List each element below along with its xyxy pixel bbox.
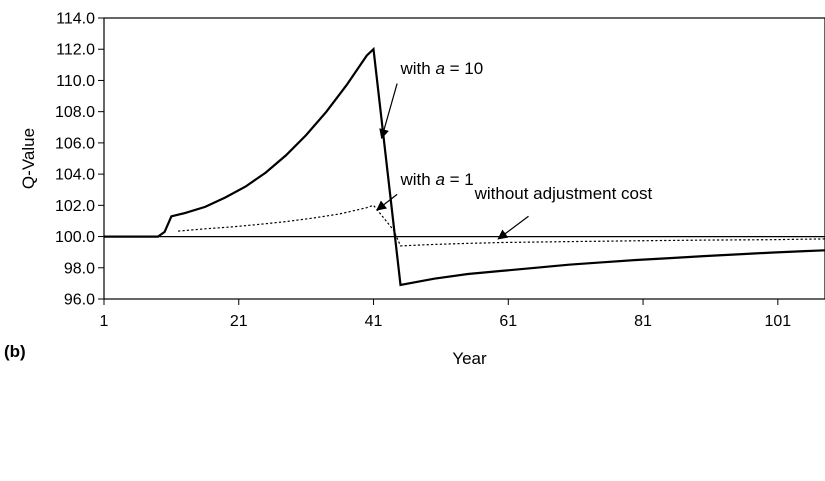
series-layer	[104, 46, 825, 287]
x-tick-label: 81	[634, 313, 652, 330]
annotation-suffix: = 10	[445, 59, 483, 78]
x-tick-label: 41	[365, 313, 383, 330]
axes: 96.098.0100.0102.0104.0106.0108.0110.011…	[55, 11, 825, 330]
annotation-arrow-0	[379, 83, 398, 140]
series-line-0	[104, 46, 825, 287]
x-tick-label: 61	[499, 313, 517, 330]
series-line-1	[178, 204, 825, 247]
annotation-arrow-1	[376, 193, 398, 211]
y-axis-title: Q-Value	[19, 128, 38, 189]
annotation-prefix: with	[399, 59, 435, 78]
panel-label: (b)	[4, 342, 26, 361]
x-tick-label: 101	[764, 313, 791, 330]
y-tick-label: 106.0	[55, 135, 95, 152]
y-tick-label: 114.0	[56, 11, 95, 28]
y-tick-label: 98.0	[64, 260, 95, 277]
annotation-variable: a	[435, 59, 444, 78]
annotation-arrow-2	[497, 215, 529, 240]
x-tick-label: 21	[230, 313, 248, 330]
annotation-prefix: without adjustment cost	[474, 184, 653, 203]
y-tick-label: 108.0	[55, 104, 95, 121]
y-tick-label: 102.0	[55, 198, 95, 215]
annotation-variable: a	[435, 170, 444, 189]
y-tick-label: 110.0	[56, 73, 95, 90]
annotation-label-0: with a = 10	[399, 59, 483, 78]
annotation-label-1: with a = 1	[399, 170, 473, 189]
y-tick-label: 100.0	[55, 229, 95, 246]
y-tick-label: 96.0	[64, 292, 95, 309]
annotation-suffix: = 1	[445, 170, 474, 189]
plot-frame	[103, 17, 825, 300]
y-tick-label: 112.0	[56, 42, 95, 59]
annotation-label-2: without adjustment cost	[474, 184, 653, 203]
x-tick-label: 1	[100, 313, 109, 330]
x-axis-title: Year	[452, 349, 487, 368]
annotation-prefix: with	[399, 170, 435, 189]
y-tick-label: 104.0	[55, 167, 95, 184]
